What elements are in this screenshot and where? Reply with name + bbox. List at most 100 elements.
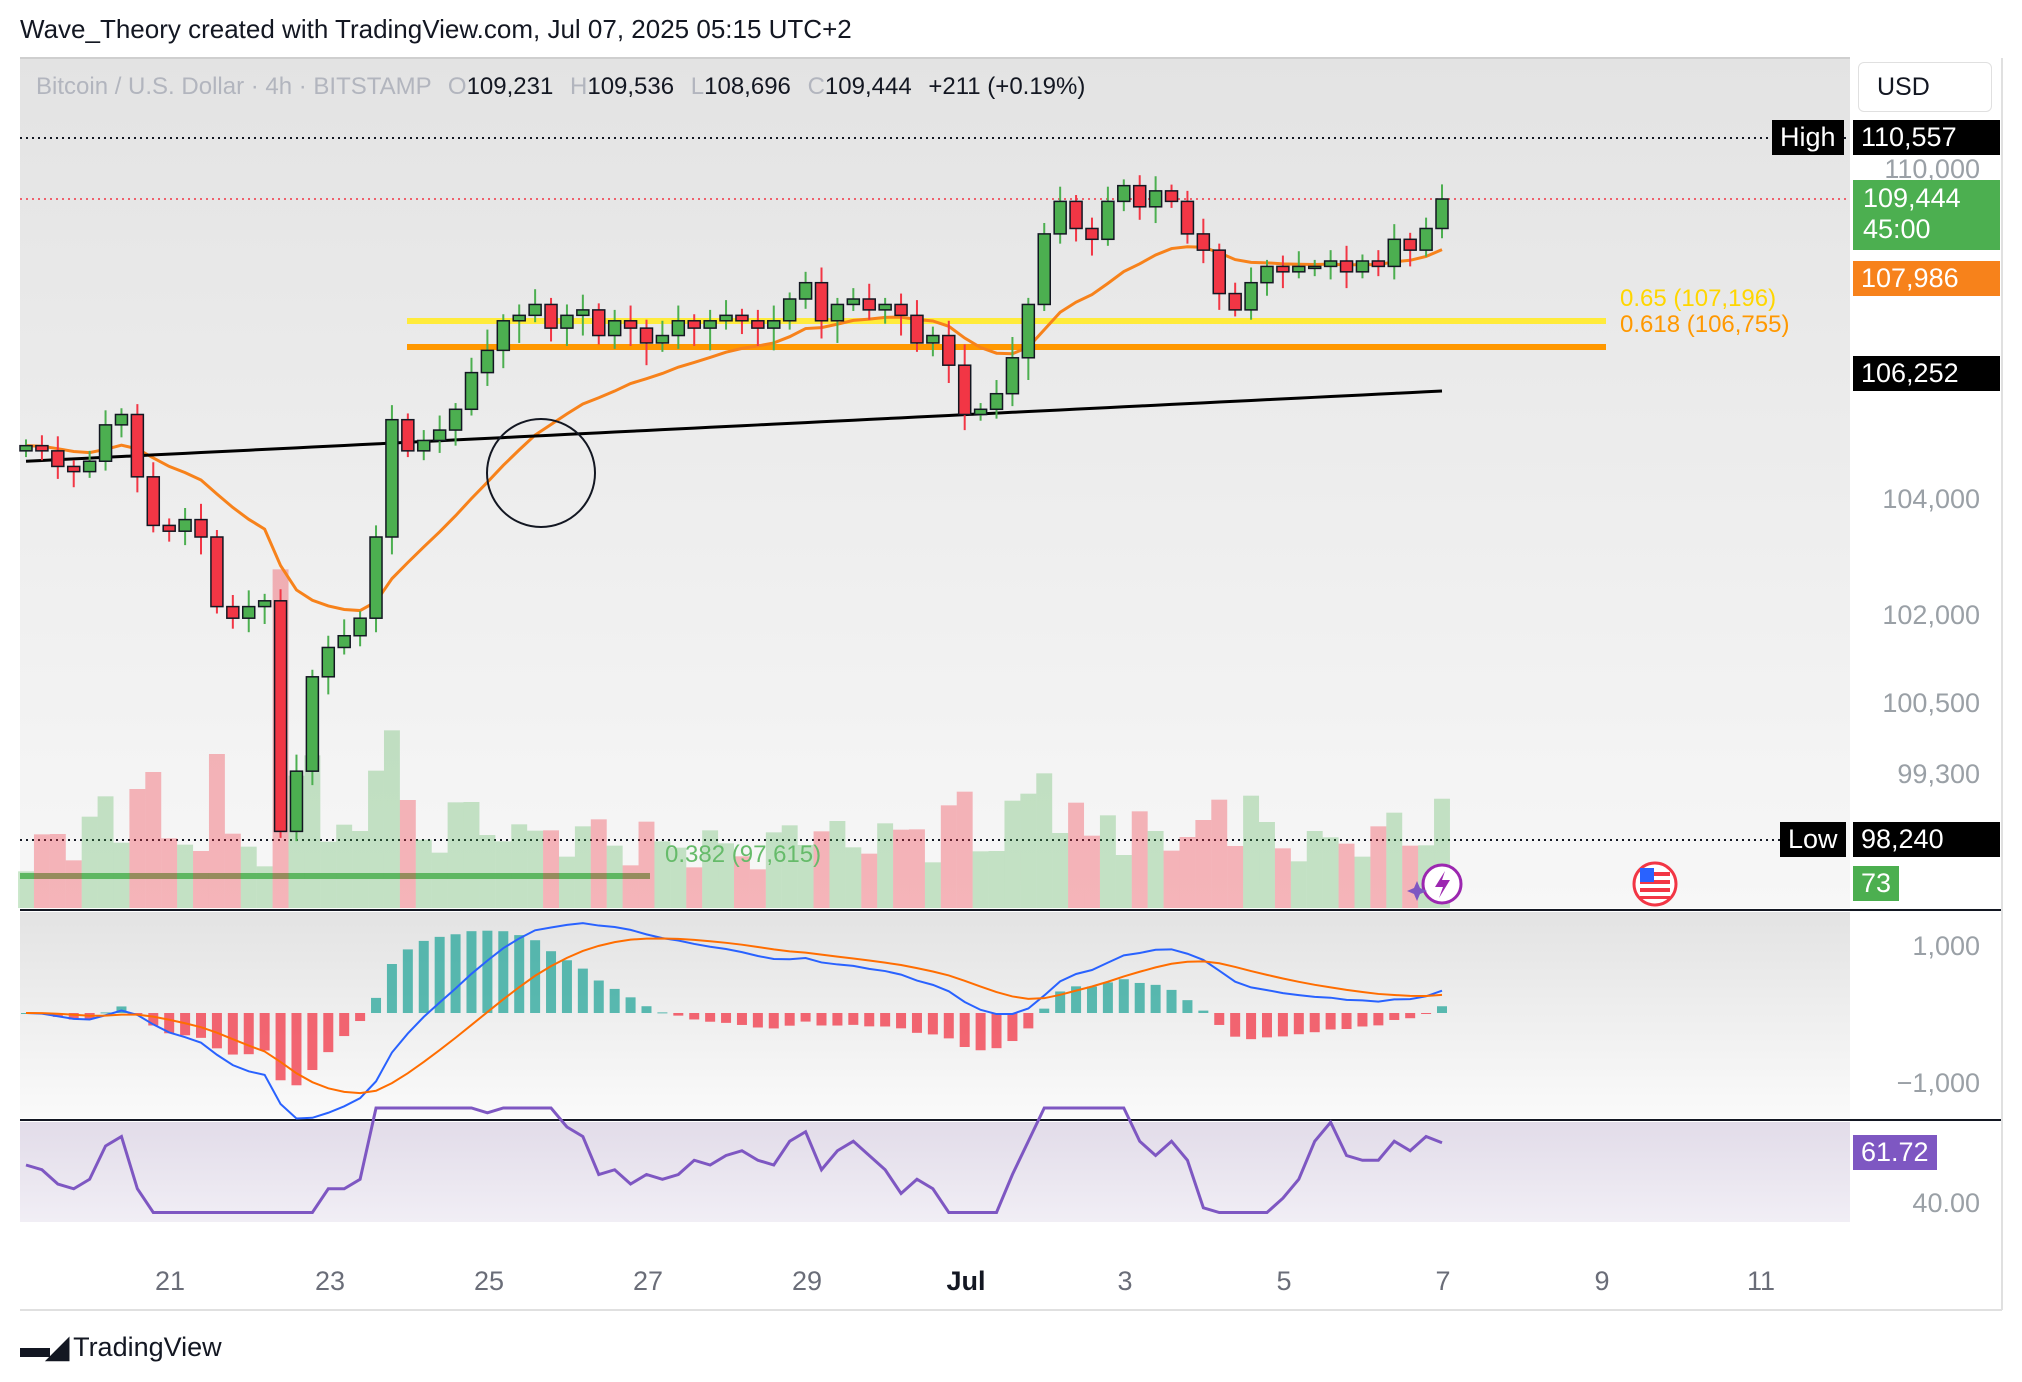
volume-bar [1227, 846, 1244, 908]
macd-histogram-bar [100, 1012, 111, 1014]
volume-bar [1354, 856, 1371, 908]
macd-histogram-bar [68, 1013, 79, 1020]
time-tick: 23 [315, 1266, 345, 1296]
volume-bar [574, 826, 591, 908]
volume-bar [208, 754, 225, 908]
volume-bar [1163, 850, 1180, 908]
volume-bar [1338, 843, 1355, 908]
candle-body [1292, 265, 1306, 273]
macd-histogram-bar [1150, 984, 1161, 1013]
rsi-layer [25, 1106, 1443, 1214]
macd-histogram-bar [1341, 1013, 1352, 1030]
candle-body [210, 536, 224, 608]
volume-bar [590, 819, 607, 908]
volume-bar [49, 834, 66, 908]
candle-body [703, 320, 717, 329]
candle-body [1180, 200, 1195, 235]
us-flag-icon[interactable] [1632, 861, 1678, 907]
macd-histogram-bar [1102, 982, 1113, 1013]
time-tick: 5 [1276, 1266, 1291, 1296]
volume-bar [1290, 861, 1307, 908]
macd-histogram-bar [1325, 1013, 1336, 1030]
signal-line [25, 937, 1443, 1095]
time-tick: 9 [1594, 1266, 1609, 1296]
macd-histogram-bar [1389, 1013, 1400, 1020]
macd-histogram-bar [848, 1013, 859, 1025]
candle-body [560, 314, 574, 329]
volume-bar [940, 805, 957, 908]
time-tick: 3 [1117, 1266, 1132, 1296]
volume-bar [463, 802, 480, 908]
candle-body [385, 418, 399, 538]
ema50-badge: 107,986 [1853, 261, 2000, 296]
volume-bar [1274, 848, 1291, 908]
chart-credit: Wave_Theory created with TradingView.com… [20, 14, 852, 44]
close-value: 109,444 [824, 73, 912, 100]
low-value: 108,696 [704, 73, 791, 100]
macd-histogram-bar [1421, 1013, 1432, 1014]
volume-bar [1036, 773, 1053, 908]
candle-body [51, 450, 65, 468]
macd-histogram-bar [132, 1013, 143, 1014]
candle-body [130, 413, 145, 478]
volume-bar [336, 824, 353, 908]
low-value-badge: 98,240 [1853, 822, 2000, 857]
candle-body [496, 320, 511, 352]
macd-histogram-bar [975, 1013, 986, 1051]
volume-bar [702, 830, 719, 908]
volume-bar [829, 821, 846, 908]
candle-body [1339, 260, 1354, 273]
volume-bar [749, 869, 766, 908]
macd-histogram-bar [52, 1013, 63, 1017]
bar-countdown: 45:00 [1863, 214, 1931, 244]
volume-bar [431, 852, 448, 908]
volume-bar [1084, 835, 1100, 908]
macd-histogram-bar [291, 1013, 302, 1086]
macd-histogram-bar [227, 1013, 238, 1055]
candle-body [671, 320, 686, 337]
volume-bar [1195, 820, 1212, 908]
candle-body [1021, 303, 1036, 359]
fib-0618-label: 0.618 (106,755) [1620, 311, 1789, 338]
currency-button[interactable]: USD [1858, 62, 1992, 112]
volume-bar [1179, 837, 1196, 908]
volume-bar [447, 802, 464, 908]
macd-histogram-bar [1118, 979, 1129, 1013]
macd-histogram-bar [211, 1013, 222, 1049]
price-tick: 110,000 [1884, 154, 1980, 184]
volume-bar [861, 853, 878, 908]
candle-body [767, 320, 781, 329]
macd-histogram-bar [1023, 1013, 1034, 1029]
volume-bar [495, 841, 512, 908]
macd-histogram-bar [673, 1013, 684, 1016]
macd-histogram-bar [1198, 1010, 1209, 1013]
crossover-circle [486, 418, 596, 528]
macd-histogram-bar [1309, 1013, 1320, 1033]
volume-bar [1259, 822, 1275, 908]
volume-bar [1131, 811, 1148, 908]
tradingview-logo[interactable]: ▬◢ TradingView [20, 1331, 222, 1364]
candle-body [639, 327, 654, 344]
volume-bar [129, 789, 146, 908]
macd-histogram-bar [721, 1013, 732, 1023]
candle-body [289, 770, 304, 833]
candle-body [862, 298, 876, 311]
candle-body [846, 298, 861, 306]
macd-histogram-bar [148, 1013, 159, 1026]
candle-body [1323, 260, 1338, 268]
lightning-icon[interactable] [1421, 863, 1463, 905]
macd-histogram-bar [959, 1013, 970, 1047]
macd-histogram-bar [196, 1013, 207, 1038]
volume-bar [670, 847, 687, 908]
volume-layer [18, 569, 1450, 908]
candle-body [19, 444, 33, 452]
macd-histogram-bar [434, 936, 445, 1013]
candle-body [830, 303, 845, 322]
candle-body [1053, 200, 1067, 235]
volume-bar [654, 841, 671, 908]
macd-histogram-bar [1039, 1008, 1050, 1013]
fib-065-label: 0.65 (107,196) [1620, 285, 1776, 312]
candle-body [257, 600, 272, 608]
macd-histogram-bar [466, 931, 477, 1013]
